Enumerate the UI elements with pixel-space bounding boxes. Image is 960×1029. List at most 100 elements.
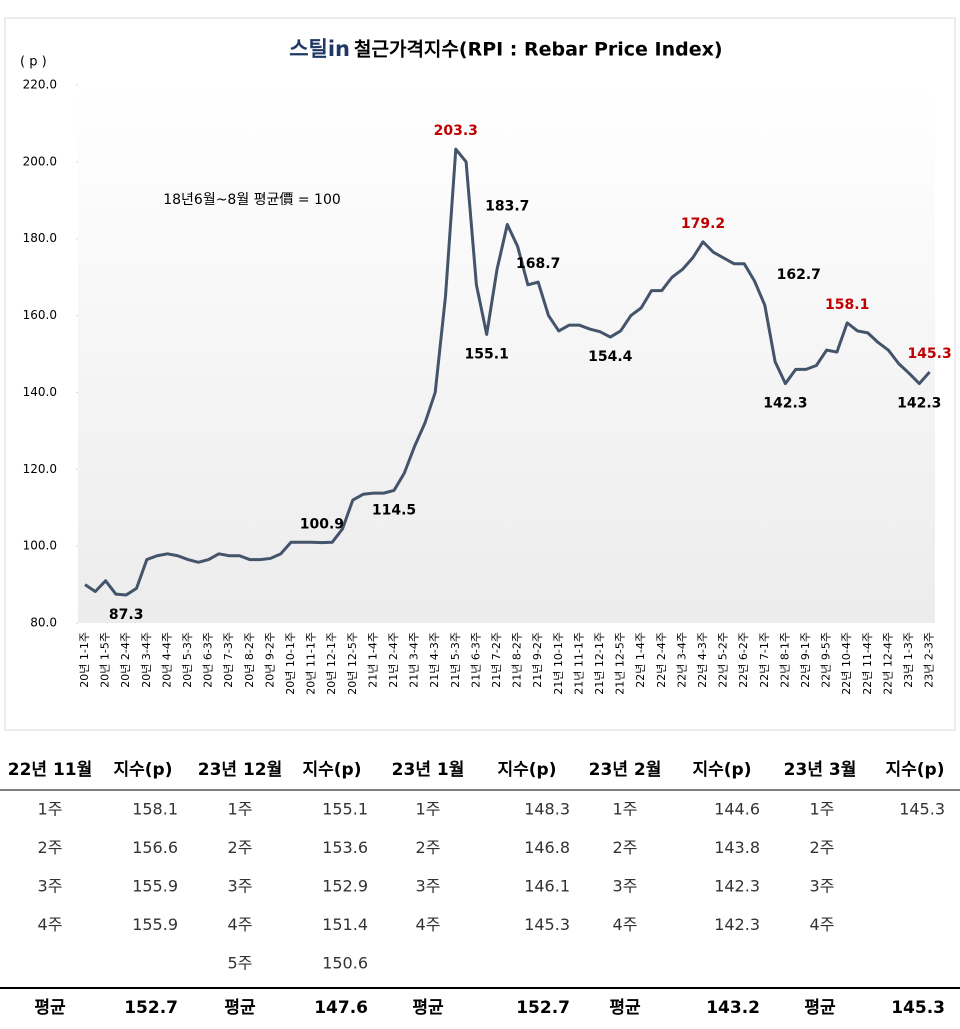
x-tick-label: 20년 11-1주 [305, 632, 318, 695]
x-tick-label: 21년 10-1주 [552, 632, 565, 695]
table-cell: 4주 [38, 915, 63, 934]
table-header: 23년 1월 [392, 760, 465, 780]
table-footer: 평균 [224, 998, 256, 1018]
x-tick-label: 20년 1-5주 [99, 632, 112, 688]
table-cell: 158.1 [132, 800, 178, 819]
table-cell: 5주 [228, 954, 253, 973]
table-cell: 156.6 [132, 838, 178, 857]
annotation: 18년6월~8월 평균價 = 100 [163, 191, 341, 208]
x-tick-label: 22년 11-4주 [861, 632, 874, 695]
x-tick-label: 20년 2-4주 [119, 632, 132, 688]
x-tick-label: 22년 3-4주 [675, 632, 688, 688]
table-cell: 146.8 [524, 838, 570, 857]
x-tick-label: 23년 1-3주 [902, 632, 915, 688]
data-label: 87.3 [109, 607, 144, 623]
x-tick-label: 20년 9-2주 [263, 632, 276, 688]
table-cell: 3주 [228, 877, 253, 896]
table-cell: 142.3 [714, 877, 760, 896]
x-tick-label: 20년 4-4주 [160, 632, 173, 688]
table-cell: 3주 [810, 877, 835, 896]
y-tick-label: 220.0 [23, 78, 57, 92]
x-tick-label: 22년 6-2주 [737, 632, 750, 688]
table-cell: 153.6 [322, 838, 368, 857]
x-tick-label: 21년 6-3주 [469, 632, 482, 688]
table-cell: 1주 [810, 800, 835, 819]
x-tick-label: 22년 10-4주 [840, 632, 853, 695]
table-cell: 1주 [416, 800, 441, 819]
data-label: 155.1 [465, 346, 509, 362]
data-label: 145.3 [907, 346, 951, 362]
y-tick-label: 140.0 [23, 385, 57, 399]
x-tick-label: 21년 5-3주 [449, 632, 462, 688]
y-tick-label: 180.0 [23, 231, 57, 245]
table-footer: 152.7 [516, 998, 570, 1018]
x-tick-label: 21년 8-2주 [511, 632, 524, 688]
x-tick-label: 22년 9-5주 [820, 632, 833, 688]
y-tick-label: 80.0 [30, 616, 57, 630]
x-tick-label: 20년 7-3주 [222, 632, 235, 688]
data-label: 114.5 [372, 502, 416, 518]
table-cell: 146.1 [524, 877, 570, 896]
x-tick-label: 22년 12-4주 [881, 632, 894, 695]
table-footer: 평균 [609, 998, 641, 1018]
table-cell: 2주 [38, 838, 63, 857]
x-tick-label: 20년 12-1주 [325, 632, 338, 695]
table-footer: 평균 [412, 998, 444, 1018]
table-header: 23년 3월 [784, 760, 857, 780]
x-tick-label: 21년 7-2주 [490, 632, 503, 688]
x-tick-label: 21년 12-1주 [593, 632, 606, 695]
x-tick-label: 22년 1-4주 [634, 632, 647, 688]
data-label: 154.4 [588, 349, 633, 365]
table-cell: 144.6 [714, 800, 760, 819]
table-cell: 145.3 [524, 915, 570, 934]
x-tick-label: 21년 4-3주 [428, 632, 441, 688]
table-cell: 4주 [416, 915, 441, 934]
table-cell: 1주 [38, 800, 63, 819]
data-label: 142.3 [897, 396, 941, 412]
x-tick-label: 22년 5-2주 [717, 632, 730, 688]
x-tick-label: 23년 2-3주 [923, 632, 936, 688]
table-cell: 155.9 [132, 915, 178, 934]
table-header: 22년 11월 [8, 760, 93, 780]
table-header: 지수(p) [498, 760, 557, 780]
table-cell: 4주 [613, 915, 638, 934]
x-tick-label: 21년 12-5주 [614, 632, 627, 695]
table-cell: 4주 [228, 915, 253, 934]
table-cell: 3주 [416, 877, 441, 896]
y-tick-label: 100.0 [23, 539, 57, 553]
data-label: 203.3 [434, 123, 478, 139]
table-footer: 152.7 [124, 998, 178, 1018]
table-header: 지수(p) [303, 760, 362, 780]
x-tick-label: 21년 11-1주 [572, 632, 585, 695]
table-header: 지수(p) [693, 760, 752, 780]
table-cell: 145.3 [899, 800, 945, 819]
table-footer: 평균 [804, 998, 836, 1018]
table-cell: 150.6 [322, 954, 368, 973]
table-cell: 1주 [613, 800, 638, 819]
table-cell: 142.3 [714, 915, 760, 934]
x-tick-label: 22년 9-1주 [799, 632, 812, 688]
x-tick-label: 22년 4-3주 [696, 632, 709, 688]
table-header: 지수(p) [886, 760, 945, 780]
x-tick-label: 22년 8-1주 [778, 632, 791, 688]
data-label: 158.1 [825, 297, 869, 313]
table-cell: 3주 [38, 877, 63, 896]
table-cell: 1주 [228, 800, 253, 819]
table-cell: 2주 [810, 838, 835, 857]
table-cell: 143.8 [714, 838, 760, 857]
table-cell: 3주 [613, 877, 638, 896]
table-footer: 평균 [34, 998, 66, 1018]
table-cell: 2주 [228, 838, 253, 857]
table-cell: 152.9 [322, 877, 368, 896]
x-tick-label: 20년 6-3주 [202, 632, 215, 688]
x-tick-label: 21년 2-4주 [387, 632, 400, 688]
x-tick-label: 20년 10-1주 [284, 632, 297, 695]
data-label: 100.9 [300, 517, 344, 533]
table-footer: 143.2 [706, 998, 760, 1018]
x-tick-label: 20년 3-4주 [140, 632, 153, 688]
table-cell: 151.4 [322, 915, 368, 934]
y-tick-label: 120.0 [23, 462, 57, 476]
y-tick-label: 160.0 [23, 308, 57, 322]
data-label: 179.2 [681, 216, 725, 232]
